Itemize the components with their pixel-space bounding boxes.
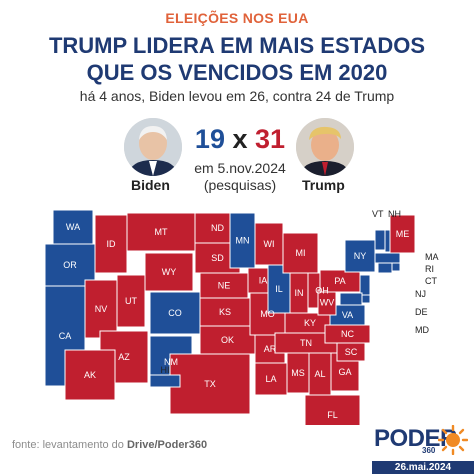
state-label-hi: HI xyxy=(161,365,170,375)
us-states-map: WA OR CA ID NV MT UT AZ WY CO NM ND SD NE KS OK TX MN IA MO… xyxy=(44,209,439,425)
state-ma xyxy=(374,252,401,264)
state-label-co: CO xyxy=(168,308,182,318)
state-ct xyxy=(377,262,393,274)
page-title: TRUMP LIDERA EM MAIS ESTADOS QUE OS VENC… xyxy=(0,32,474,86)
state-ok xyxy=(199,325,256,355)
state-label-md: MD xyxy=(415,325,429,335)
title-line-2: QUE OS VENCIDOS EM 2020 xyxy=(86,60,388,85)
state-label-sc: SC xyxy=(345,347,358,357)
state-label-va: VA xyxy=(342,310,353,320)
biden-label: Biden xyxy=(131,177,170,193)
state-md xyxy=(339,292,363,306)
state-label-wy: WY xyxy=(162,267,177,277)
trump-score: 31 xyxy=(255,124,286,154)
state-label-mn: MN xyxy=(236,236,250,246)
state-label-la: LA xyxy=(265,374,276,384)
state-hi xyxy=(149,374,181,388)
score-separator: x xyxy=(232,124,248,154)
state-label-ut: UT xyxy=(125,296,137,306)
state-ak xyxy=(64,349,116,401)
state-or xyxy=(44,243,96,287)
logo-sub: 360 xyxy=(422,446,436,455)
state-label-de: DE xyxy=(415,307,428,317)
state-label-me: ME xyxy=(396,229,410,239)
state-label-il: IL xyxy=(275,284,283,294)
biden-score: 19 xyxy=(194,124,225,154)
source-prefix: fonte: levantamento do xyxy=(12,439,127,451)
state-label-mi: MI xyxy=(296,248,306,258)
state-label-tx: TX xyxy=(204,379,216,389)
state-ny xyxy=(344,239,376,273)
state-ne xyxy=(199,272,249,299)
state-wy xyxy=(144,252,194,292)
biden-avatar xyxy=(124,118,182,176)
date-line-1: em 5.nov.2024 xyxy=(194,160,286,176)
state-me xyxy=(389,214,416,254)
state-label-wa: WA xyxy=(66,222,80,232)
state-label-ne: NE xyxy=(218,281,231,291)
state-wa xyxy=(52,209,94,245)
state-id xyxy=(94,214,128,274)
state-label-ak: AK xyxy=(84,370,96,380)
state-label-pa: PA xyxy=(334,276,345,286)
state-co xyxy=(149,291,201,335)
state-tx xyxy=(169,353,251,415)
state-label-az: AZ xyxy=(118,352,130,362)
state-de xyxy=(361,294,371,304)
state-mn xyxy=(229,212,256,269)
title-line-1: TRUMP LIDERA EM MAIS ESTADOS xyxy=(48,33,426,58)
state-label-mo: MO xyxy=(260,309,275,319)
state-label-in: IN xyxy=(295,288,304,298)
state-vt xyxy=(374,229,386,251)
state-label-ca: CA xyxy=(59,331,72,341)
source-note: fonte: levantamento do Drive/Poder360 xyxy=(12,439,207,451)
kicker: ELEIÇÕES NOS EUA xyxy=(165,10,309,26)
state-mi xyxy=(282,232,319,274)
state-label-nv: NV xyxy=(95,304,108,314)
state-label-ok: OK xyxy=(221,335,234,345)
state-nj xyxy=(359,274,371,296)
state-label-ar: AR xyxy=(264,344,277,354)
source-name: Drive/Poder360 xyxy=(126,439,208,451)
state-label-ct: CT xyxy=(425,276,437,286)
state-label-nc: NC xyxy=(341,329,354,339)
state-label-al: AL xyxy=(314,369,325,379)
state-label-fl: FL xyxy=(327,410,338,420)
state-label-vt: VT xyxy=(372,209,384,219)
trump-label: Trump xyxy=(302,177,345,193)
state-label-ky: KY xyxy=(304,318,316,328)
state-label-tn: TN xyxy=(300,338,312,348)
state-fl xyxy=(304,394,361,425)
state-label-ny: NY xyxy=(354,251,367,261)
subtitle: há 4 anos, Biden levou em 26, contra 24 … xyxy=(79,88,395,104)
state-label-id: ID xyxy=(107,239,117,249)
state-label-ks: KS xyxy=(219,307,231,317)
state-ri xyxy=(391,262,401,272)
sun-logo-icon xyxy=(438,425,468,455)
state-label-wi: WI xyxy=(264,239,275,249)
state-label-sd: SD xyxy=(211,253,224,263)
state-label-mt: MT xyxy=(155,227,168,237)
state-label-nm: NM xyxy=(164,357,178,367)
state-label-ma: MA xyxy=(425,252,439,262)
publication-date: 26.mai.2024 xyxy=(372,461,474,474)
state-label-oh: OH xyxy=(315,286,329,296)
election-date: em 5.nov.2024 (pesquisas) xyxy=(170,160,310,194)
state-label-ri: RI xyxy=(425,264,434,274)
state-label-nd: ND xyxy=(211,223,224,233)
score: 19 x 31 xyxy=(190,124,290,155)
state-label-wv: WV xyxy=(320,298,335,308)
state-label-nh: NH xyxy=(388,209,401,219)
trump-avatar xyxy=(296,118,354,176)
state-label-ms: MS xyxy=(291,368,305,378)
date-line-2: (pesquisas) xyxy=(203,177,277,193)
state-label-ia: IA xyxy=(259,276,268,286)
state-label-nj: NJ xyxy=(415,289,426,299)
state-ut xyxy=(116,274,146,328)
state-mt xyxy=(126,212,196,252)
state-label-or: OR xyxy=(63,260,77,270)
state-label-ga: GA xyxy=(338,367,351,377)
